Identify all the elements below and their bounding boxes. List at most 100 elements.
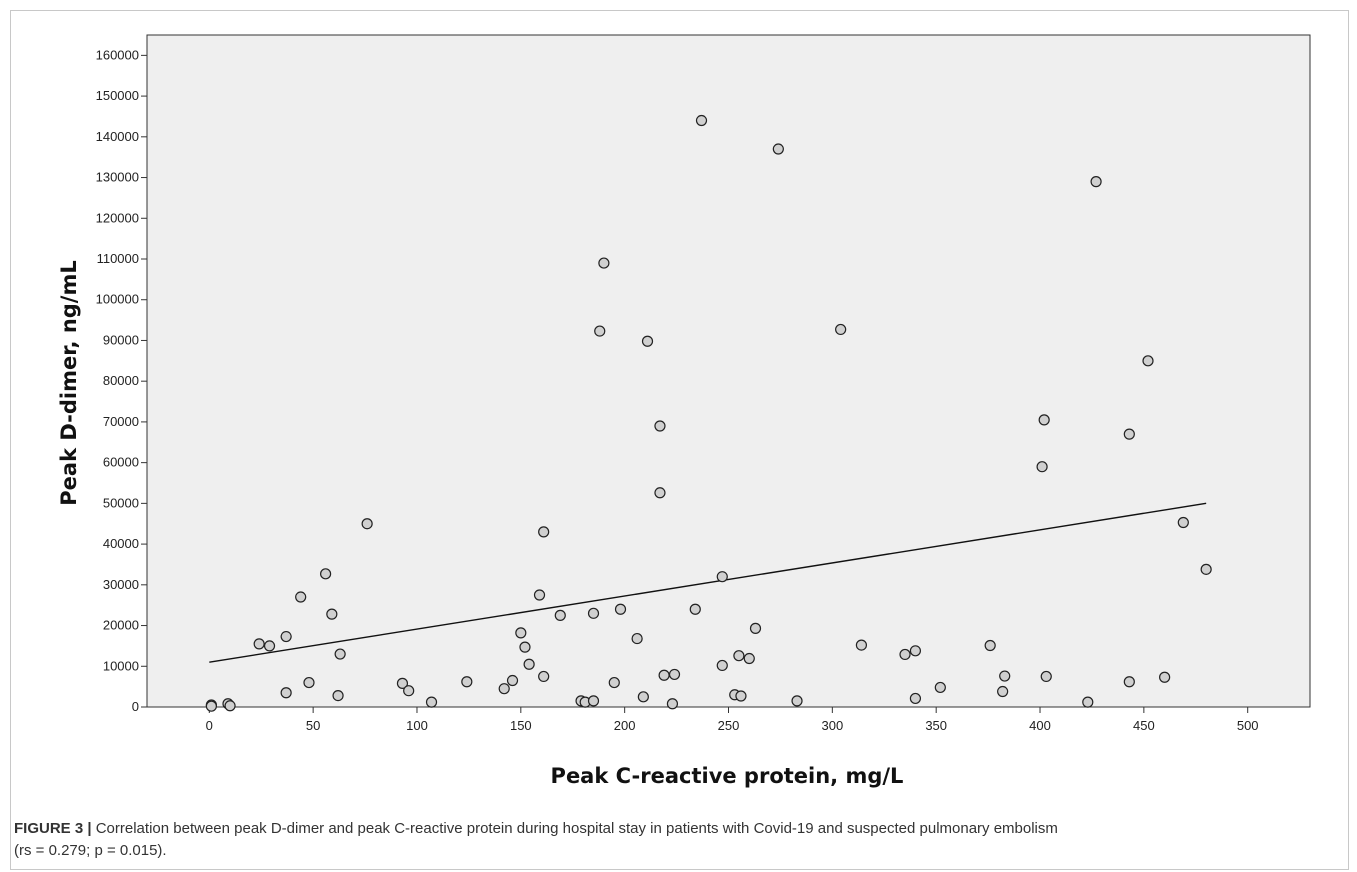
- data-point: [332, 689, 344, 702]
- data-point: [1040, 670, 1052, 683]
- data-point: [280, 687, 292, 699]
- x-axis-title: Peak C-reactive protein, mg/L: [551, 764, 904, 788]
- x-tick-label: 100: [406, 718, 428, 733]
- data-point: [733, 650, 745, 662]
- data-point: [666, 698, 679, 710]
- y-tick-label: 50000: [103, 495, 139, 510]
- x-tick-label: 50: [306, 718, 320, 733]
- y-tick-label: 150000: [96, 88, 139, 103]
- x-tick-label: 350: [925, 718, 947, 733]
- data-point: [523, 658, 535, 670]
- plot-background: [146, 34, 1311, 708]
- data-point: [695, 114, 708, 127]
- data-point: [654, 420, 666, 432]
- y-tick-label: 60000: [103, 455, 139, 470]
- data-point: [749, 622, 762, 634]
- data-point: [334, 648, 346, 660]
- data-point: [984, 639, 996, 652]
- data-point: [598, 257, 610, 269]
- data-point: [425, 696, 438, 708]
- x-tick-label: 0: [206, 718, 213, 733]
- data-point: [587, 607, 600, 619]
- y-axis-title: Peak D-dimer, ng/mL: [57, 260, 81, 505]
- x-tick-label: 200: [614, 718, 636, 733]
- data-point: [498, 683, 510, 695]
- data-point: [835, 323, 847, 336]
- caption-label: FIGURE 3 |: [14, 820, 92, 837]
- figure-caption: FIGURE 3 | Correlation between peak D-di…: [14, 818, 1339, 862]
- x-tick-label: 250: [718, 718, 740, 733]
- data-point: [658, 669, 670, 681]
- data-point: [689, 603, 701, 615]
- caption-text-line2: (rs = 0.279; p = 0.015).: [14, 842, 167, 859]
- data-point: [716, 571, 728, 583]
- y-tick-label: 100000: [96, 292, 139, 307]
- data-point: [533, 589, 546, 601]
- y-tick-label: 40000: [103, 536, 139, 551]
- data-point: [519, 641, 531, 653]
- y-tick-label: 0: [132, 699, 139, 714]
- data-point: [1082, 696, 1094, 708]
- data-point: [735, 690, 747, 702]
- data-point: [506, 674, 519, 687]
- y-tick-label: 80000: [103, 373, 139, 388]
- data-point: [1177, 516, 1189, 529]
- data-point: [554, 609, 566, 621]
- y-tick-label: 130000: [96, 170, 139, 185]
- data-point: [205, 700, 217, 712]
- data-point: [631, 632, 643, 645]
- data-point: [253, 638, 265, 650]
- y-tick-label: 90000: [103, 332, 139, 347]
- x-tick-label: 150: [510, 718, 532, 733]
- data-point: [594, 325, 606, 337]
- data-point: [637, 691, 649, 703]
- trendline: [209, 502, 1207, 663]
- trendline-group: [209, 502, 1207, 663]
- data-point: [1123, 676, 1135, 688]
- data-point: [999, 670, 1011, 682]
- x-tick-label: 400: [1029, 718, 1051, 733]
- data-point: [280, 630, 292, 643]
- x-tick-label: 450: [1133, 718, 1155, 733]
- data-point: [295, 591, 307, 603]
- data-point: [361, 518, 373, 530]
- data-point: [608, 676, 620, 689]
- data-point: [396, 677, 409, 689]
- data-point: [641, 335, 654, 347]
- data-point: [1142, 355, 1154, 367]
- y-tick-label: 30000: [103, 577, 139, 592]
- data-point: [791, 695, 803, 707]
- data-point: [303, 676, 315, 689]
- data-point: [654, 487, 666, 499]
- data-point: [461, 676, 473, 688]
- data-point: [1200, 563, 1212, 575]
- y-tick-label: 160000: [96, 47, 139, 62]
- y-tick-label: 140000: [96, 129, 139, 144]
- plot-area: [146, 34, 1311, 708]
- data-point: [538, 526, 550, 538]
- data-point: [1038, 414, 1050, 426]
- data-point: [909, 645, 922, 657]
- y-tick-label: 120000: [96, 210, 139, 225]
- data-point: [263, 640, 276, 652]
- data-point: [614, 603, 627, 615]
- data-point: [326, 608, 338, 620]
- caption-text-line1: Correlation between peak D-dimer and pea…: [95, 820, 1058, 837]
- data-point: [224, 700, 236, 712]
- data-point: [743, 652, 755, 665]
- scatter-chart: 0 10000 20000 30000 40000 50000 60000 70000 8000…: [57, 34, 1311, 788]
- data-point: [403, 685, 415, 697]
- data-point: [934, 681, 946, 694]
- data-point: [772, 143, 784, 155]
- y-tick-label: 10000: [103, 658, 139, 673]
- y-tick-label: 70000: [103, 414, 139, 429]
- data-point: [587, 695, 600, 707]
- data-point: [320, 568, 332, 580]
- data-point: [716, 659, 728, 672]
- data-point: [1090, 176, 1102, 188]
- data-point: [515, 627, 527, 639]
- data-point: [1123, 428, 1135, 440]
- x-tick-label: 500: [1237, 718, 1259, 733]
- data-point: [668, 668, 681, 681]
- data-point: [899, 648, 911, 661]
